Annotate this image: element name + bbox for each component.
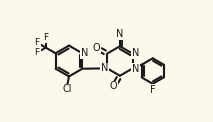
Text: O: O <box>93 43 100 53</box>
Text: F: F <box>35 48 40 57</box>
Text: F: F <box>35 38 40 47</box>
Text: N: N <box>116 29 124 39</box>
Text: F: F <box>150 85 155 95</box>
Text: O: O <box>110 81 118 91</box>
Text: N: N <box>101 63 108 73</box>
Text: N: N <box>132 48 139 58</box>
Text: N: N <box>81 48 88 58</box>
Text: F: F <box>43 33 48 42</box>
Text: Cl: Cl <box>62 84 72 94</box>
Text: N: N <box>132 64 139 74</box>
